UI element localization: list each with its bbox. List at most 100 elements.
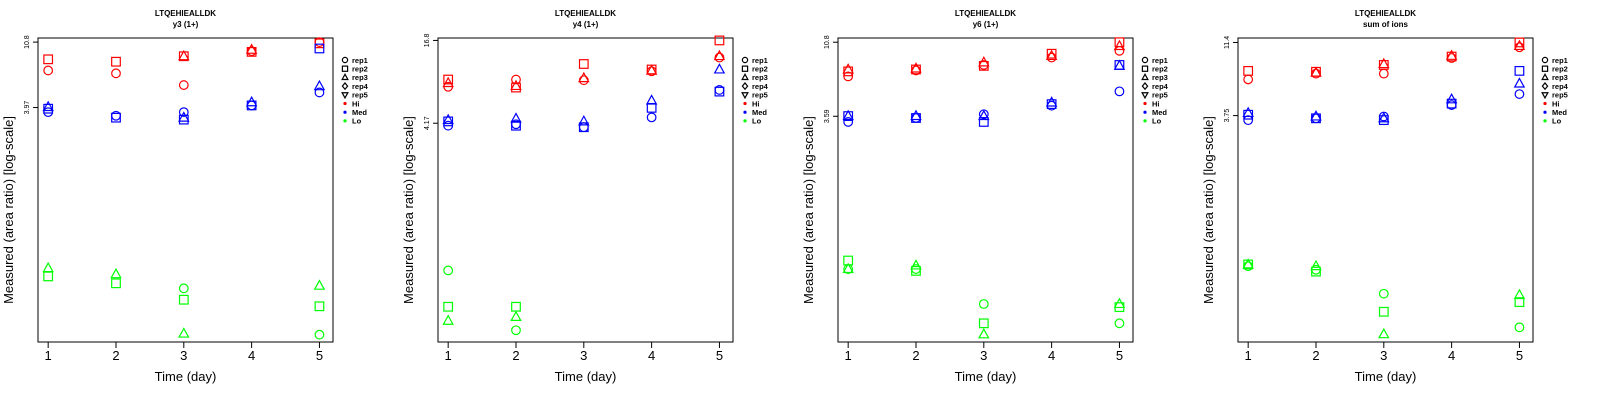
data-point-hi-rep3 [1378, 57, 1390, 69]
data-point-hi-rep1 [714, 52, 725, 63]
legend-symbol-hi [1543, 101, 1547, 106]
data-point-hi-rep3 [910, 62, 922, 73]
data-point-lo-rep3 [510, 310, 522, 322]
legend-symbol-rep4 [1141, 82, 1149, 91]
x-tick-label: 1 [845, 348, 852, 363]
data-point-hi-rep1 [1243, 74, 1254, 85]
x-tick-label: 2 [1312, 348, 1319, 363]
x-tick-label: 4 [1048, 348, 1055, 363]
legend-label-rep5: rep5 [352, 91, 368, 100]
x-tick-label: 5 [316, 348, 323, 363]
data-point-lo-rep2 [1311, 266, 1321, 277]
legend-symbol-rep2 [1541, 65, 1549, 72]
data-point-lo-rep3 [842, 262, 854, 274]
data-point-lo-rep3 [1242, 258, 1254, 269]
chart-title: LTQEHIEALLDK [555, 9, 616, 18]
data-point-hi-rep1 [111, 68, 121, 79]
legend-symbol-lo [743, 119, 747, 123]
data-point-lo-rep3 [442, 314, 454, 325]
data-point-hi-rep3 [578, 71, 590, 83]
data-point-lo-rep2 [111, 278, 121, 289]
data-point-lo-rep1 [978, 299, 989, 309]
legend-label-hi: Hi [1552, 99, 1560, 108]
data-point-med-rep1 [1243, 115, 1254, 126]
legend-label-rep2: rep2 [352, 65, 368, 74]
legend-symbol-rep4 [341, 82, 349, 91]
x-tick-label: 5 [1116, 348, 1123, 363]
legend-symbol-lo [1543, 119, 1547, 123]
y-axis-label: Measured (area ratio) [log-scale] [1, 116, 16, 304]
x-tick-label: 4 [648, 348, 655, 363]
data-point-hi-rep2 [314, 38, 325, 49]
legend-symbol-rep1 [1541, 56, 1549, 64]
legend-symbol-rep4 [741, 82, 749, 91]
data-point-med-rep3 [510, 112, 522, 123]
data-point-med-rep2 [714, 86, 725, 97]
chart-panel-2: LTQEHIEALLDK y4 (1+) 1 2 3 4 5 Time (day) 4.17 16… [401, 9, 769, 384]
data-point-hi-rep3 [1113, 39, 1126, 51]
data-point-med-rep3 [1113, 59, 1126, 70]
legend-label-rep4: rep4 [1552, 82, 1569, 91]
data-point-lo-rep3 [1378, 327, 1390, 339]
legend-label-hi: Hi [752, 99, 760, 108]
data-point-lo-rep1 [1378, 288, 1389, 299]
x-tick-label: 3 [980, 348, 987, 363]
legend-symbol-hi [743, 101, 747, 106]
data-point-hi-rep2 [1514, 37, 1525, 48]
legend-symbol-rep5 [1141, 92, 1149, 100]
legend-label-rep1: rep1 [1152, 56, 1168, 65]
y-tick-label: 4.17 [424, 116, 431, 130]
legend-label-rep5: rep5 [1152, 91, 1168, 100]
plot-frame [437, 37, 734, 343]
data-point-lo-rep3 [110, 267, 122, 279]
data-point-med-rep1 [1311, 113, 1321, 124]
x-tick-label: 5 [1516, 348, 1523, 363]
y-axis-label: Measured (area ratio) [log-scale] [401, 116, 416, 304]
legend-symbol-med [343, 110, 347, 114]
y-tick-label: 3.59 [824, 109, 831, 123]
data-point-med-rep3 [1445, 92, 1458, 104]
legend-label-lo: Lo [752, 117, 762, 126]
chart-panel-3: LTQEHIEALLDK y6 (1+) 1 2 3 4 5 Time (day) 3.59 10… [801, 9, 1169, 384]
x-tick-label: 1 [1245, 348, 1252, 363]
plot-frame [1237, 37, 1534, 343]
data-point-med-rep3 [1378, 111, 1390, 123]
legend-symbol-rep3 [741, 73, 749, 81]
legend-symbol-rep2 [741, 65, 749, 72]
data-point-hi-rep3 [245, 43, 258, 54]
data-point-hi-rep2 [1114, 37, 1125, 48]
data-point-hi-rep1 [511, 74, 521, 85]
legend-symbol-rep3 [341, 73, 349, 81]
x-axis-label: Time (day) [555, 369, 617, 384]
data-point-hi-rep1 [43, 65, 54, 76]
x-tick-label: 1 [45, 348, 52, 363]
legend-label-rep3: rep3 [352, 73, 368, 82]
legend-symbol-lo [1143, 119, 1147, 123]
data-point-lo-rep2 [43, 271, 54, 282]
x-tick-label: 2 [512, 348, 519, 363]
data-point-lo-rep3 [1113, 297, 1126, 309]
data-point-lo-rep2 [314, 301, 325, 312]
data-point-med-rep1 [1514, 89, 1525, 99]
y-tick-label: 11.4 [1224, 36, 1231, 49]
data-point-lo-rep3 [910, 259, 922, 270]
legend-label-med: Med [752, 108, 767, 117]
data-point-lo-rep1 [178, 283, 189, 294]
data-point-hi-rep1 [1378, 68, 1389, 79]
legend-label-rep3: rep3 [752, 73, 768, 82]
x-tick-label: 3 [580, 348, 587, 363]
legend-label-hi: Hi [1152, 99, 1160, 108]
data-point-hi-rep3 [1513, 39, 1526, 51]
data-point-hi-rep3 [978, 55, 990, 67]
y-tick-label: 3.75 [1224, 109, 1231, 123]
chart-title: LTQEHIEALLDK [955, 9, 1016, 18]
data-point-hi-rep3 [510, 79, 522, 91]
x-tick-label: 2 [112, 348, 119, 363]
data-point-hi-rep3 [178, 49, 190, 61]
data-point-med-rep1 [314, 87, 325, 98]
data-point-hi-rep3 [442, 76, 454, 88]
data-point-hi-rep1 [578, 75, 589, 86]
data-point-lo-rep2 [511, 301, 521, 312]
